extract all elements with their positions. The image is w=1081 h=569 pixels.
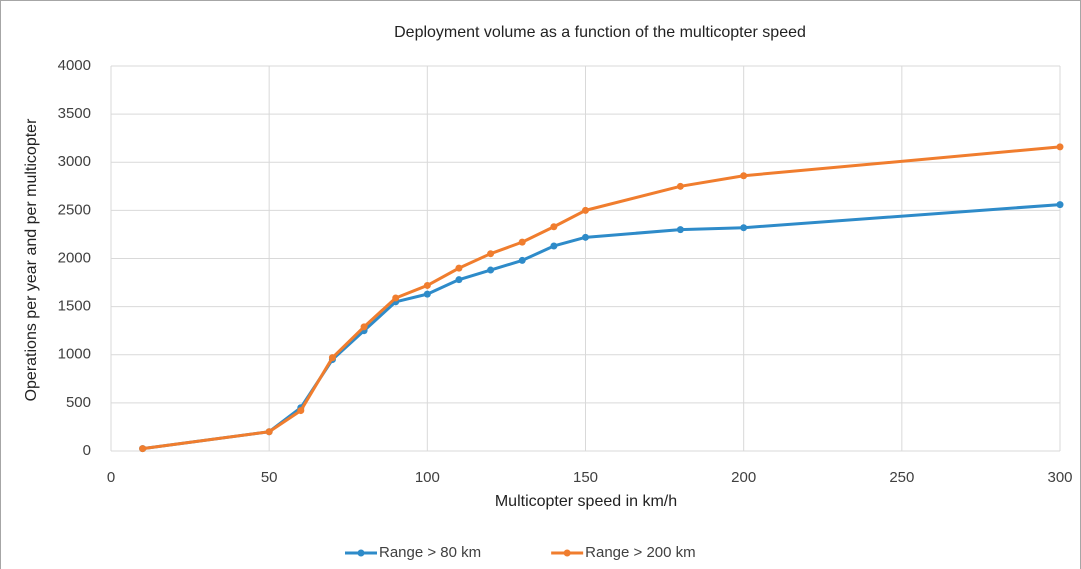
x-tick-label: 100 — [415, 469, 440, 486]
data-point — [455, 276, 463, 284]
y-tick-label: 2000 — [58, 249, 91, 266]
data-point — [582, 233, 589, 241]
y-tick-label: 0 — [83, 442, 91, 459]
data-point — [487, 250, 495, 258]
data-point — [455, 264, 463, 272]
data-point — [423, 290, 431, 298]
y-tick-label: 1000 — [58, 346, 91, 363]
data-point — [518, 256, 526, 264]
x-tick-label: 300 — [1047, 469, 1072, 486]
legend-marker — [563, 549, 571, 557]
y-tick-label: 2500 — [58, 201, 91, 218]
data-point — [582, 206, 589, 214]
y-tick-label: 4000 — [58, 57, 91, 74]
data-point — [139, 445, 147, 453]
y-tick-label: 500 — [66, 394, 91, 411]
data-point — [676, 182, 684, 190]
data-point — [518, 238, 526, 246]
data-point — [1056, 143, 1064, 151]
x-tick-label: 150 — [573, 469, 598, 486]
chart-title: Deployment volume as a function of the m… — [394, 24, 806, 41]
data-point — [360, 323, 368, 331]
x-axis-title: Multicopter speed in km/h — [495, 493, 677, 510]
data-point — [676, 226, 684, 234]
data-point — [1056, 201, 1064, 209]
data-point — [740, 172, 748, 180]
legend-marker — [357, 549, 365, 557]
data-point — [550, 223, 558, 231]
data-point — [328, 354, 336, 362]
y-tick-label: 3500 — [58, 105, 91, 122]
x-tick-label: 50 — [261, 469, 278, 486]
x-tick-label: 200 — [731, 469, 756, 486]
y-tick-label: 1500 — [58, 298, 91, 315]
data-point — [487, 266, 495, 274]
data-point — [392, 294, 400, 302]
y-axis-title: Operations per year and per multicopter — [23, 118, 40, 401]
data-point — [423, 281, 431, 289]
data-point — [550, 242, 558, 250]
data-point — [297, 407, 305, 415]
data-point — [740, 224, 748, 232]
y-tick-label: 3000 — [58, 153, 91, 170]
x-tick-label: 0 — [107, 469, 115, 486]
data-point — [265, 428, 273, 436]
legend-label: Range > 80 km — [379, 544, 481, 561]
x-tick-label: 250 — [889, 469, 914, 486]
legend-label: Range > 200 km — [585, 544, 696, 561]
